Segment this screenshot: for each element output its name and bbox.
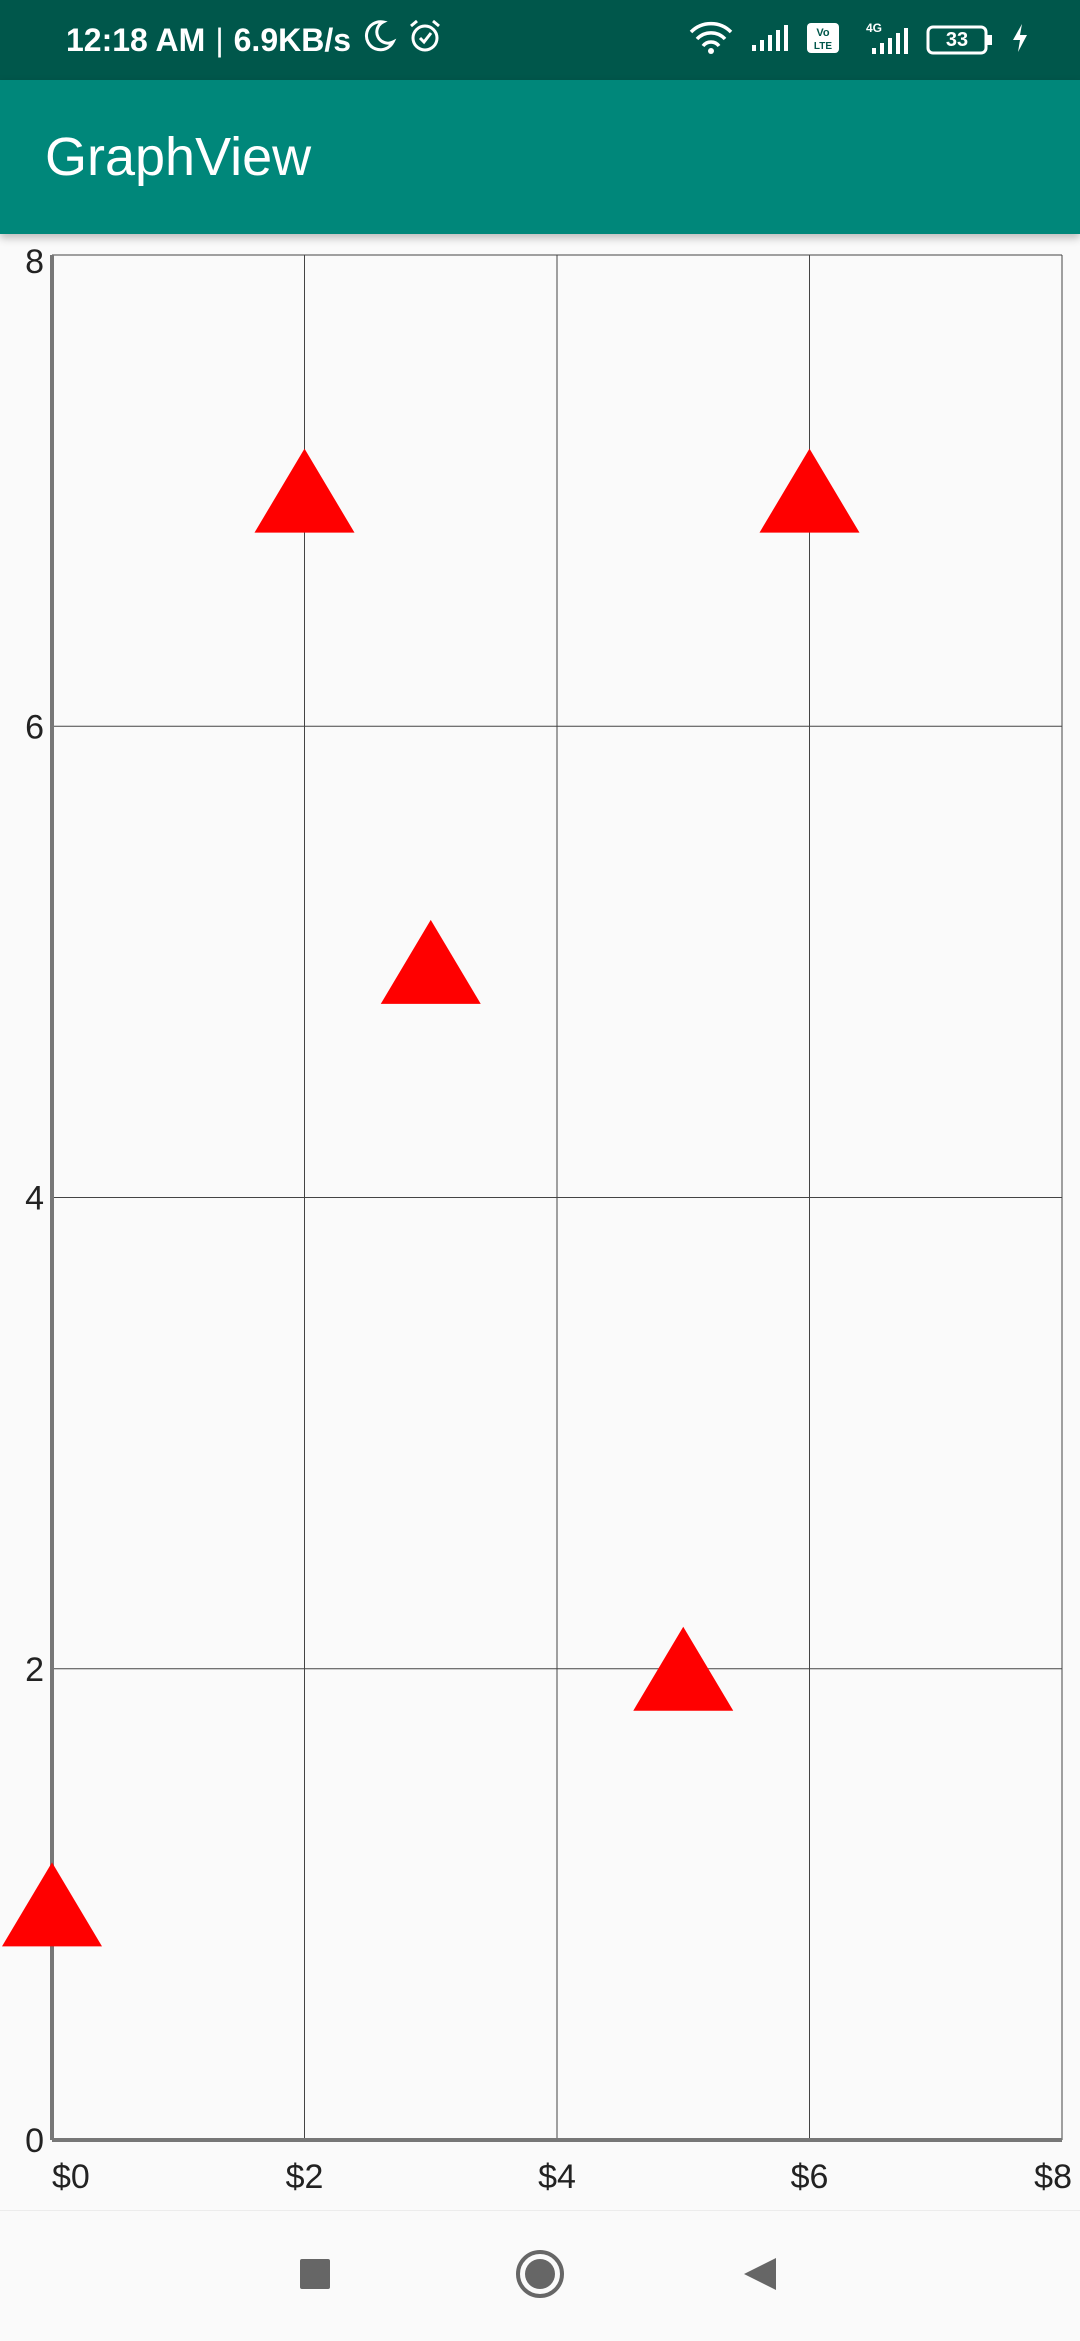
network-speed: 6.9KB/s <box>233 21 352 58</box>
y-tick-label: 2 <box>25 1651 44 1689</box>
navigation-bar <box>0 2210 1080 2341</box>
data-point-triangle[interactable] <box>254 448 355 533</box>
battery-icon: 33 <box>926 24 994 56</box>
signal-icon <box>750 23 790 58</box>
signal-4g-icon: 4G <box>856 20 910 61</box>
recents-square-icon <box>298 2257 332 2296</box>
data-point-triangle[interactable] <box>633 1626 734 1711</box>
x-tick-label: $2 <box>286 2158 324 2196</box>
x-tick-label: $8 <box>1034 2158 1072 2196</box>
data-point-triangle[interactable] <box>2 1862 102 1947</box>
data-point-triangle[interactable] <box>380 919 481 1004</box>
home-button[interactable] <box>505 2241 575 2311</box>
x-tick-label: $4 <box>538 2158 576 2196</box>
y-tick-label: 4 <box>25 1180 44 1218</box>
back-triangle-icon <box>740 2254 780 2299</box>
scatter-chart: 0 2 4 6 8 $0 $2 $4 $6 $8 <box>2 243 1072 2196</box>
wifi-icon <box>688 21 734 60</box>
y-tick-label: 6 <box>25 708 44 746</box>
svg-text:Vo: Vo <box>816 27 830 39</box>
status-bar: 12:18 AM | 6.9KB/s Vo LTE 4G 33 <box>0 0 1080 80</box>
battery-level: 33 <box>945 29 969 51</box>
app-bar: GraphView <box>0 80 1080 234</box>
y-tick-label: 0 <box>25 2122 44 2160</box>
recents-button[interactable] <box>280 2241 350 2311</box>
moon-icon <box>361 18 397 62</box>
x-tick-label: $0 <box>52 2158 90 2196</box>
svg-text:4G: 4G <box>866 21 882 35</box>
volte-icon: Vo LTE <box>806 22 840 59</box>
status-right: Vo LTE 4G 33 <box>688 0 1030 80</box>
charging-icon <box>1010 22 1030 59</box>
svg-text:LTE: LTE <box>814 41 832 52</box>
app-title: GraphView <box>45 127 312 187</box>
clock: 12:18 AM <box>66 21 206 58</box>
status-separator: | <box>215 21 224 58</box>
graph-view[interactable]: 0 2 4 6 8 $0 $2 $4 $6 $8 <box>0 240 1080 2210</box>
alarm-icon <box>407 18 443 62</box>
data-point-triangle[interactable] <box>759 448 860 533</box>
y-tick-label: 8 <box>25 243 44 281</box>
status-left: 12:18 AM | 6.9KB/s <box>66 0 443 80</box>
back-button[interactable] <box>725 2241 795 2311</box>
x-tick-label: $6 <box>791 2158 829 2196</box>
home-circle-icon <box>514 2248 566 2305</box>
